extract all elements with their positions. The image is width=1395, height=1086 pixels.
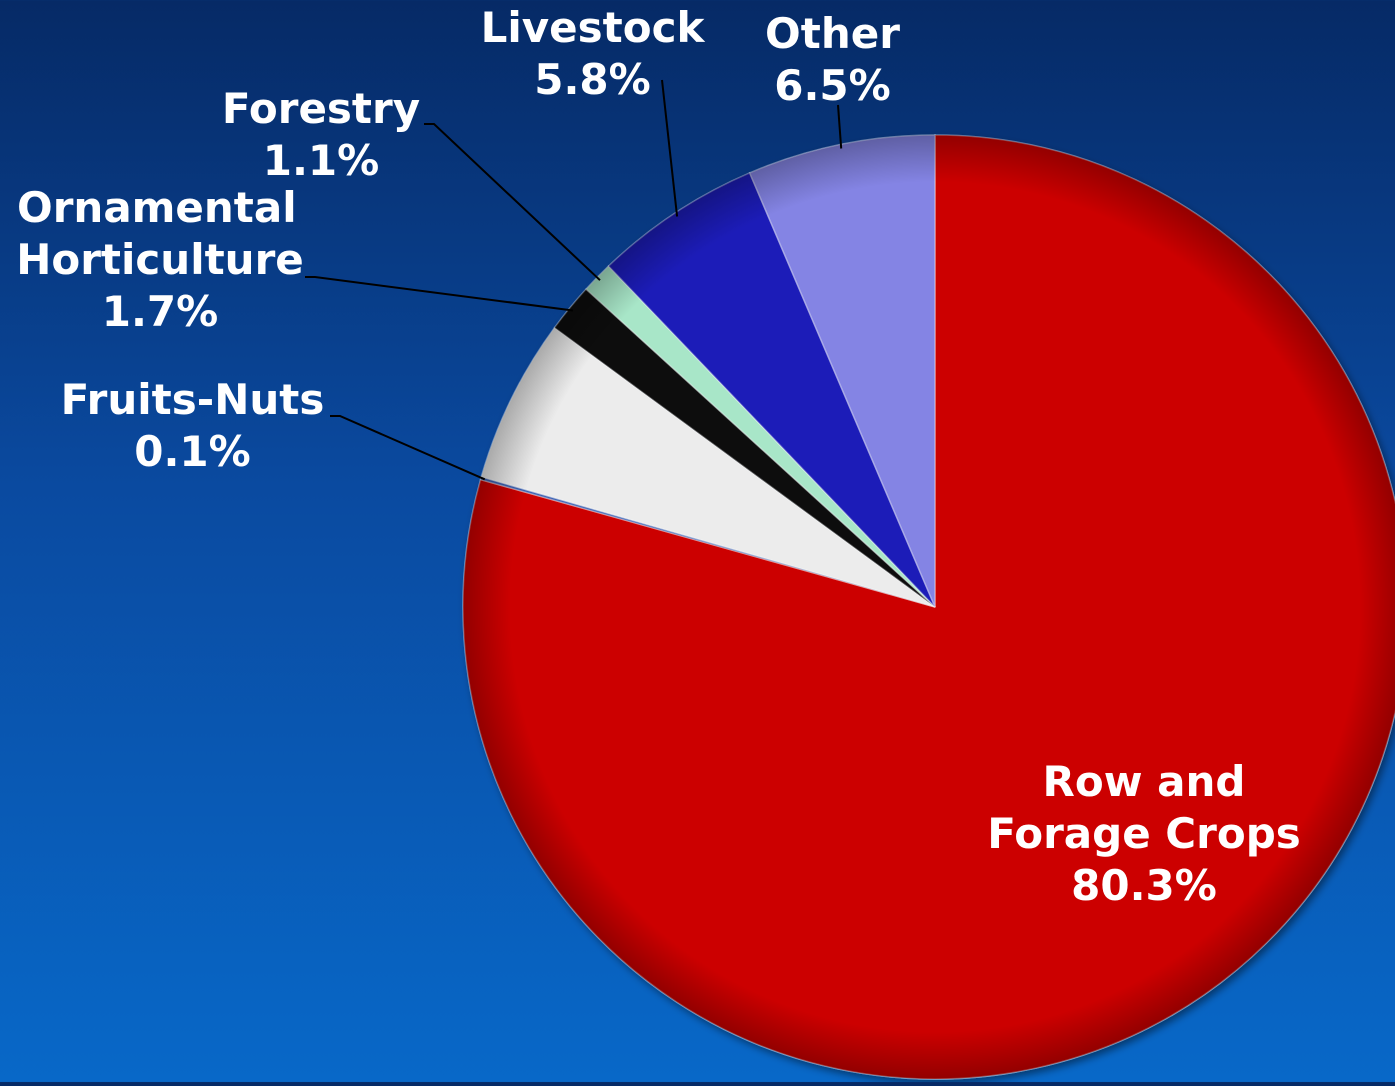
label-fruits-nuts: Fruits-Nuts 0.1% xyxy=(50,374,335,478)
label-forestry-name: Forestry xyxy=(221,84,421,133)
label-row-forage: Row and Forage Crops 80.3% xyxy=(980,756,1308,912)
leader-forestry xyxy=(424,123,601,281)
label-other-value: 6.5% xyxy=(774,61,891,110)
label-ornamental-line2: Horticulture xyxy=(16,235,304,284)
label-ornamental-value: 1.7% xyxy=(101,287,219,336)
leader-other xyxy=(837,104,843,149)
label-ornamental-line1: Ornamental xyxy=(17,183,297,232)
label-other: Other 6.5% xyxy=(750,8,915,112)
label-livestock-name: Livestock xyxy=(480,3,705,52)
label-livestock-value: 5.8% xyxy=(534,55,651,104)
label-other-name: Other xyxy=(765,9,900,58)
label-fruits-nuts-value: 0.1% xyxy=(134,427,251,476)
label-forestry-value: 1.1% xyxy=(262,136,380,185)
label-row-forage-value: 80.3% xyxy=(1071,861,1217,910)
label-ornamental: Ornamental Horticulture 1.7% xyxy=(5,182,315,338)
leader-ornamental xyxy=(305,276,574,312)
leader-livestock xyxy=(661,79,679,217)
label-livestock: Livestock 5.8% xyxy=(470,2,715,106)
leader-fruits-nuts xyxy=(330,415,486,481)
label-fruits-nuts-name: Fruits-Nuts xyxy=(60,375,325,424)
label-row-forage-line2: Forage Crops xyxy=(987,809,1301,858)
label-row-forage-line1: Row and xyxy=(1042,757,1246,806)
label-forestry: Forestry 1.1% xyxy=(212,83,430,187)
